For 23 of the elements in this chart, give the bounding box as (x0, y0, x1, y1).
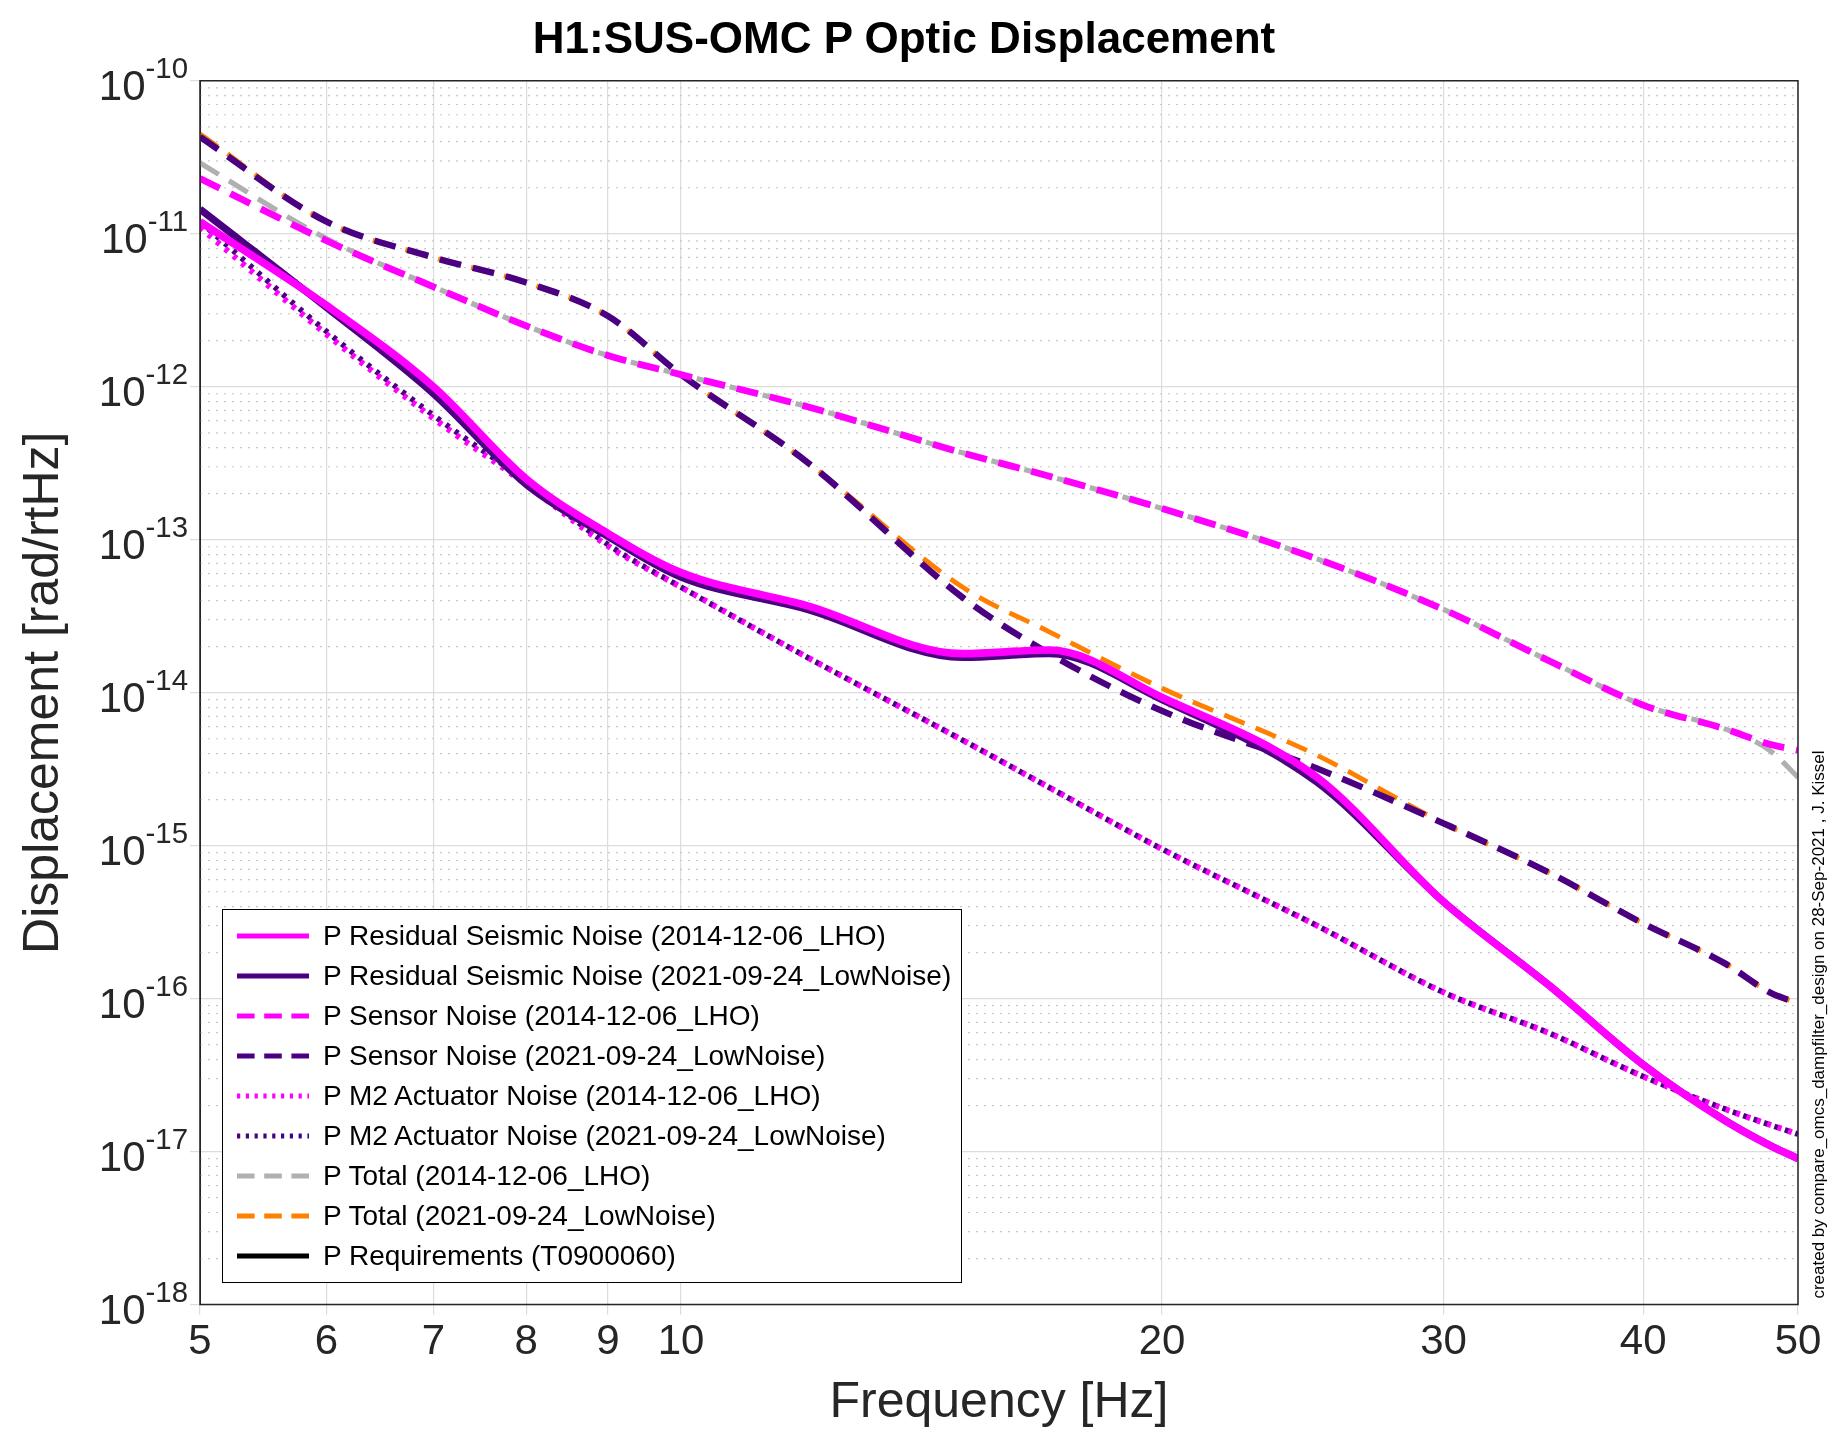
x-tick-label: 8 (514, 1316, 538, 1364)
x-tick-label: 7 (421, 1316, 446, 1364)
y-axis-title: Displacement [rad/rtHz] (12, 431, 69, 954)
x-tick-label: 6 (314, 1316, 339, 1364)
legend-label: P Sensor Noise (2014-12-06_LHO) (323, 999, 760, 1032)
x-tick-label: 30 (1420, 1316, 1467, 1364)
legend-label: P Requirements (T0900060) (323, 1239, 676, 1272)
chart-title: H1:SUS-OMC P Optic Displacement (532, 12, 1276, 62)
x-tick-label: 50 (1774, 1316, 1822, 1364)
x-tick-label: 40 (1619, 1316, 1667, 1364)
text: created by compare_omcs_dampfilter_design on 28-Sep-2021 , J. Kissel (1809, 750, 1829, 1299)
x-tick-label: 9 (596, 1316, 620, 1364)
x-tick-label: 10 (657, 1316, 705, 1364)
legend-label: P Residual Seismic Noise (2014-12-06_LHO) (323, 919, 886, 952)
legend-label: P Residual Seismic Noise (2021-09-24_LowNoise) (323, 959, 952, 992)
legend-label: P Total (2014-12-06_LHO) (323, 1159, 651, 1192)
legend-label: P Sensor Noise (2021-09-24_LowNoise) (323, 1039, 826, 1072)
legend-label: P Total (2021-09-24_LowNoise) (323, 1199, 716, 1232)
x-tick-label: 5 (188, 1316, 212, 1364)
legend-label: P M2 Actuator Noise (2014-12-06_LHO) (323, 1079, 821, 1112)
x-tick-label: 20 (1138, 1316, 1186, 1364)
x-axis-title: Frequency [Hz] (829, 1371, 1169, 1428)
legend-label: P M2 Actuator Noise (2021-09-24_LowNoise) (323, 1119, 886, 1152)
